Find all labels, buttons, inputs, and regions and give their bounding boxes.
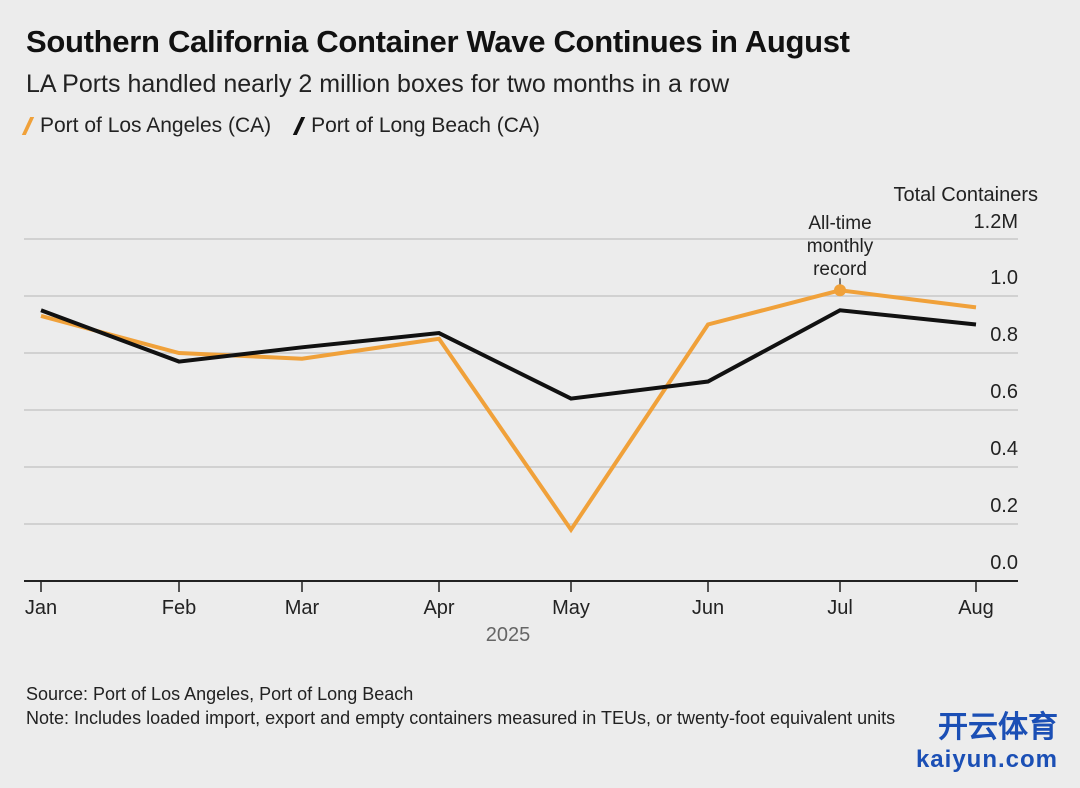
record-marker <box>834 284 846 297</box>
line-chart: 0.0 0.2 0.4 0.6 0.8 1.0 1.2M Total Containers Ja… <box>24 184 1038 646</box>
y-tick-label: 0.0 <box>990 552 1018 574</box>
x-tick-label: Jun <box>692 597 724 619</box>
watermark-cn: 开云体育 <box>938 711 1058 744</box>
methodology-note: Note: Includes loaded import, export and… <box>26 708 896 728</box>
series-line-long-beach <box>40 308 977 401</box>
x-tick-label: Apr <box>423 597 454 619</box>
legend-item-lb: Port of Long Beach (CA) <box>292 114 540 138</box>
y-axis-title: Total Containers <box>893 184 1038 206</box>
chart-subtitle: LA Ports handled nearly 2 million boxes … <box>26 70 730 98</box>
x-axis-year-label: 2025 <box>486 624 531 646</box>
y-tick-label: 0.2 <box>990 495 1018 517</box>
legend-label-la: Port of Los Angeles (CA) <box>40 114 272 137</box>
watermark: 开云体育 kaiyun.com <box>916 712 1058 776</box>
x-tick-label: Jan <box>25 597 57 619</box>
legend-label-lb: Port of Long Beach (CA) <box>311 114 540 137</box>
x-tick-label: Aug <box>958 597 994 619</box>
annotation-text: monthly <box>807 236 874 257</box>
annotation-text: All-time <box>808 213 871 234</box>
legend-item-la: Port of Los Angeles (CA) <box>21 114 272 138</box>
footer: Source: Port of Los Angeles, Port of Lon… <box>26 682 1026 730</box>
y-tick-label: 1.0 <box>990 267 1018 289</box>
x-tick-label: Feb <box>162 597 196 619</box>
x-tick-label: Mar <box>285 597 320 619</box>
legend: Port of Los Angeles (CA) Port of Long Be… <box>21 114 540 138</box>
watermark-en: kaiyun.com <box>915 746 1058 773</box>
y-tick-label: 0.4 <box>990 438 1018 460</box>
x-tick-label: Jul <box>827 597 853 619</box>
y-tick-label: 0.6 <box>990 381 1018 403</box>
y-tick-label: 1.2M <box>974 211 1018 233</box>
series-line-los-angeles <box>40 288 977 534</box>
annotation-text: record <box>813 259 867 280</box>
chart-title: Southern California Container Wave Conti… <box>26 24 850 59</box>
source-note: Source: Port of Los Angeles, Port of Lon… <box>26 684 414 704</box>
x-tick-label: May <box>552 597 590 619</box>
y-tick-label: 0.8 <box>990 324 1018 346</box>
